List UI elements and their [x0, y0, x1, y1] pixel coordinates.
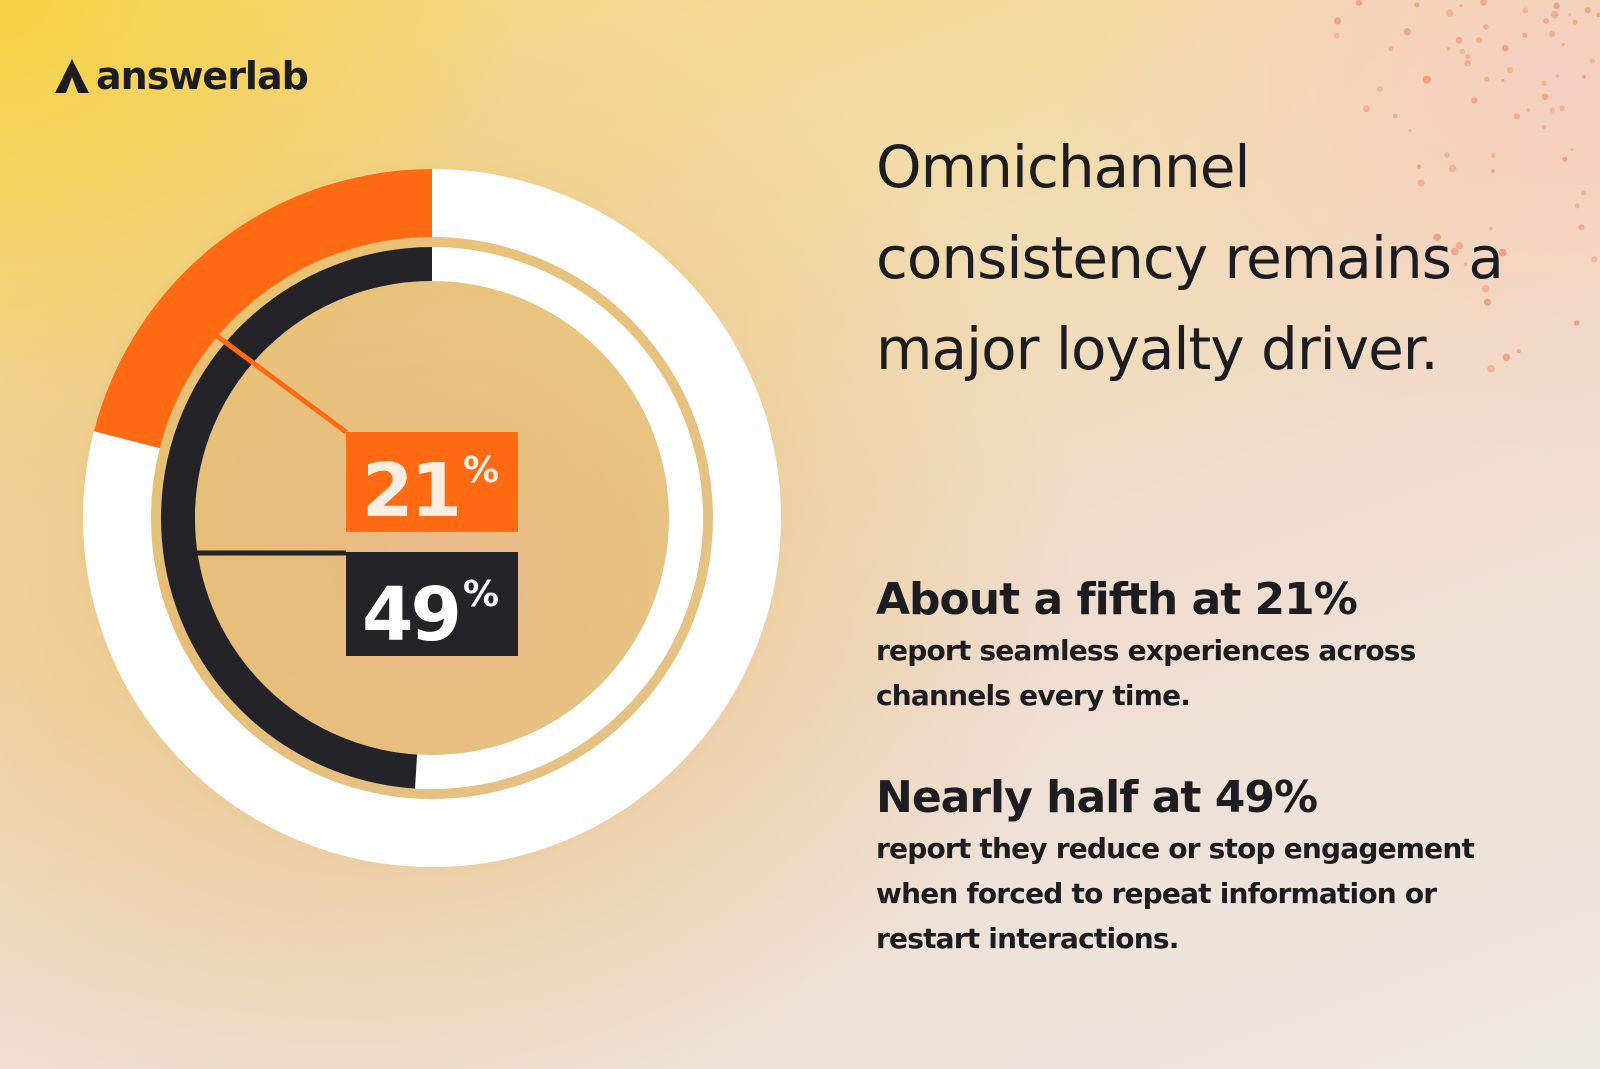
stat-description: report they reduce or stop engagement wh… — [876, 832, 1475, 955]
inner-ring-segment-49 — [161, 247, 433, 789]
stat-description: report seamless experiences across chann… — [876, 634, 1416, 712]
brand-name: answerlab — [96, 54, 309, 98]
speckle-dot — [1359, 1, 1363, 6]
answerlab-mark-icon — [55, 59, 89, 93]
speckle-dot — [1578, 224, 1585, 231]
speckle-dot — [1506, 67, 1514, 74]
speckle-dot — [1490, 153, 1496, 159]
value-label-box-49 — [346, 552, 518, 656]
speckle-dot — [1450, 247, 1459, 256]
speckle-dot — [1522, 32, 1528, 38]
donut-rings — [83, 169, 781, 867]
speckle-dot — [1581, 190, 1587, 196]
speckle-dot — [1408, 129, 1412, 133]
speckle-dot — [1480, 0, 1487, 6]
speckle-dot — [1448, 164, 1457, 173]
speckle-dot — [1584, 7, 1591, 14]
speckle-dot — [1573, 320, 1580, 326]
corner-speckles — [1333, 0, 1600, 373]
speckle-dot — [1513, 113, 1520, 120]
speckle-dot — [1551, 11, 1559, 19]
value-label-49: 49% — [362, 572, 499, 658]
speckle-dot — [1522, 7, 1529, 14]
speckle-dot — [1459, 48, 1466, 55]
speckle-dot — [1596, 12, 1600, 18]
speckle-dot — [1487, 365, 1495, 373]
speckle-dot — [1433, 233, 1441, 241]
speckle-dot — [1570, 148, 1574, 152]
speckle-dot — [1363, 105, 1370, 113]
speckle-dot — [1422, 75, 1431, 84]
speckle-dot — [1484, 76, 1490, 82]
speckle-dot — [1471, 97, 1478, 104]
speckle-dot — [1553, 2, 1560, 9]
speckle-dot — [1562, 156, 1568, 162]
stat-block-half: Nearly half at 49% report they reduce or… — [876, 770, 1526, 961]
speckle-dot — [1526, 108, 1531, 113]
speckle-dot — [1455, 241, 1464, 250]
speckle-dot — [1388, 46, 1394, 52]
speckle-dot — [1561, 42, 1566, 47]
speckle-dot — [1403, 28, 1412, 36]
speckle-dot — [1501, 78, 1505, 82]
speckle-dot — [1502, 353, 1511, 361]
leader-line-21 — [204, 325, 348, 435]
speckle-dot — [1334, 17, 1342, 25]
speckle-dot — [1549, 31, 1556, 37]
speckle-dot — [1390, 366, 1395, 371]
speckle-dot — [1516, 348, 1522, 354]
speckle-dot — [1581, 74, 1586, 79]
headline: Omnichannel consistency remains a major … — [876, 133, 1504, 383]
speckle-dot — [1555, 74, 1560, 78]
speckle-dot — [1377, 86, 1383, 92]
speckle-dot — [1414, 2, 1420, 8]
brand-logo: answerlab — [52, 52, 309, 100]
chart-center-glow — [180, 290, 680, 790]
value-label-21: 21% — [362, 448, 499, 534]
speckle-dot — [1463, 262, 1468, 267]
speckle-dot — [1491, 169, 1495, 173]
speckle-dot — [1444, 152, 1450, 158]
speckle-dot — [1541, 93, 1549, 101]
speckle-dot — [1574, 203, 1580, 209]
stat-headline: About a fifth at 21% — [876, 574, 1358, 625]
speckle-dot — [1445, 9, 1454, 17]
speckle-dot — [1333, 32, 1340, 39]
speckle-dot — [1464, 60, 1471, 67]
speckle-dot — [1459, 4, 1463, 8]
speckle-dot — [1481, 285, 1490, 293]
donut-labels: 21 %49% — [184, 325, 518, 658]
speckle-dot — [1502, 44, 1509, 52]
speckle-dot — [1589, 58, 1596, 64]
speckle-dot — [1483, 24, 1489, 30]
speckle-dot — [1417, 164, 1422, 169]
speckle-dot — [1446, 47, 1451, 51]
speckle-dot — [1483, 298, 1491, 306]
speckle-dot — [1543, 18, 1549, 24]
speckle-dot — [1465, 53, 1471, 60]
speckle-dot — [1455, 36, 1463, 44]
stat-block-fifth: About a fifth at 21% report seamless exp… — [876, 572, 1526, 718]
speckle-dot — [1476, 37, 1483, 44]
speckle-dot — [1488, 226, 1493, 231]
speckle-dot — [1559, 105, 1565, 111]
speckle-dot — [1392, 113, 1398, 119]
outer-ring-segment-21 — [93, 169, 433, 449]
speckle-dot — [1549, 107, 1556, 113]
stat-headline: Nearly half at 49% — [876, 772, 1318, 823]
speckle-dot — [1572, 19, 1578, 25]
value-label-box-21 — [346, 432, 518, 532]
speckle-dot — [1541, 80, 1547, 86]
speckle-dot — [1567, 13, 1572, 17]
speckle-dot — [1417, 179, 1425, 187]
speckle-dot — [1541, 125, 1547, 130]
speckle-dot — [1591, 256, 1598, 263]
speckle-dot — [1498, 248, 1507, 257]
